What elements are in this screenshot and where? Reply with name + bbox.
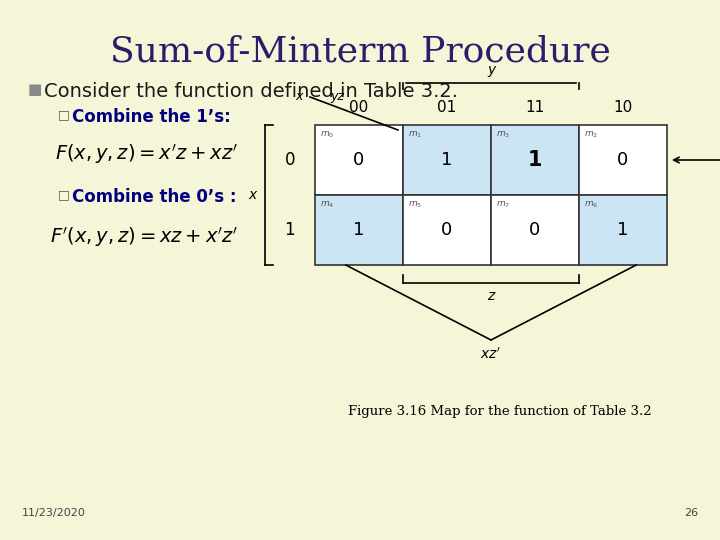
Text: $m_{5}$: $m_{5}$ — [408, 199, 422, 210]
Text: z: z — [487, 289, 495, 303]
Text: 0: 0 — [354, 151, 364, 169]
Bar — [579, 195, 667, 265]
Text: $m_{6}$: $m_{6}$ — [584, 199, 598, 210]
Text: 0: 0 — [617, 151, 629, 169]
Text: Combine the 0’s :: Combine the 0’s : — [72, 188, 236, 206]
Text: 1: 1 — [354, 221, 365, 239]
Text: yz: yz — [330, 90, 344, 103]
Bar — [315, 125, 403, 195]
Text: 10: 10 — [613, 100, 633, 115]
Text: 1: 1 — [284, 221, 295, 239]
Text: $m_{4}$: $m_{4}$ — [320, 199, 334, 210]
Bar — [491, 125, 579, 195]
Text: Sum-of-Minterm Procedure: Sum-of-Minterm Procedure — [109, 35, 611, 69]
Bar — [491, 195, 579, 265]
Text: 0: 0 — [529, 221, 541, 239]
Text: x: x — [296, 90, 303, 103]
Text: Consider the function defined in Table 3.2.: Consider the function defined in Table 3… — [44, 82, 458, 101]
Text: 11/23/2020: 11/23/2020 — [22, 508, 86, 518]
Text: 1: 1 — [528, 150, 542, 170]
Text: $xz'$: $xz'$ — [480, 347, 502, 362]
Text: 26: 26 — [684, 508, 698, 518]
Text: $m_{2}$: $m_{2}$ — [584, 129, 598, 139]
Text: Figure 3.16 Map for the function of Table 3.2: Figure 3.16 Map for the function of Tabl… — [348, 405, 652, 418]
Text: $F(x, y, z) = x'z + xz'$: $F(x, y, z) = x'z + xz'$ — [55, 142, 238, 166]
Text: $m_{7}$: $m_{7}$ — [496, 199, 510, 210]
Text: x: x — [248, 188, 257, 202]
Bar — [403, 125, 491, 195]
Text: $m_{3}$: $m_{3}$ — [496, 129, 510, 139]
Text: 1: 1 — [441, 151, 453, 169]
Text: $F'(x, y, z) = xz + x'z'$: $F'(x, y, z) = xz + x'z'$ — [50, 225, 238, 249]
Text: □: □ — [58, 188, 70, 201]
Text: □: □ — [58, 108, 70, 121]
Bar — [579, 125, 667, 195]
Text: y: y — [487, 63, 495, 77]
Bar — [403, 195, 491, 265]
Text: 0: 0 — [284, 151, 295, 169]
Text: 00: 00 — [349, 100, 369, 115]
Text: $x'z$: $x'z$ — [674, 152, 720, 167]
Bar — [315, 125, 667, 265]
Text: 11: 11 — [526, 100, 544, 115]
Text: $m_{0}$: $m_{0}$ — [320, 129, 334, 139]
Text: 1: 1 — [617, 221, 629, 239]
Text: 01: 01 — [437, 100, 456, 115]
Bar — [315, 195, 403, 265]
Text: $m_{1}$: $m_{1}$ — [408, 129, 422, 139]
Text: Combine the 1’s:: Combine the 1’s: — [72, 108, 230, 126]
Text: ■: ■ — [28, 82, 42, 97]
Text: 0: 0 — [441, 221, 453, 239]
